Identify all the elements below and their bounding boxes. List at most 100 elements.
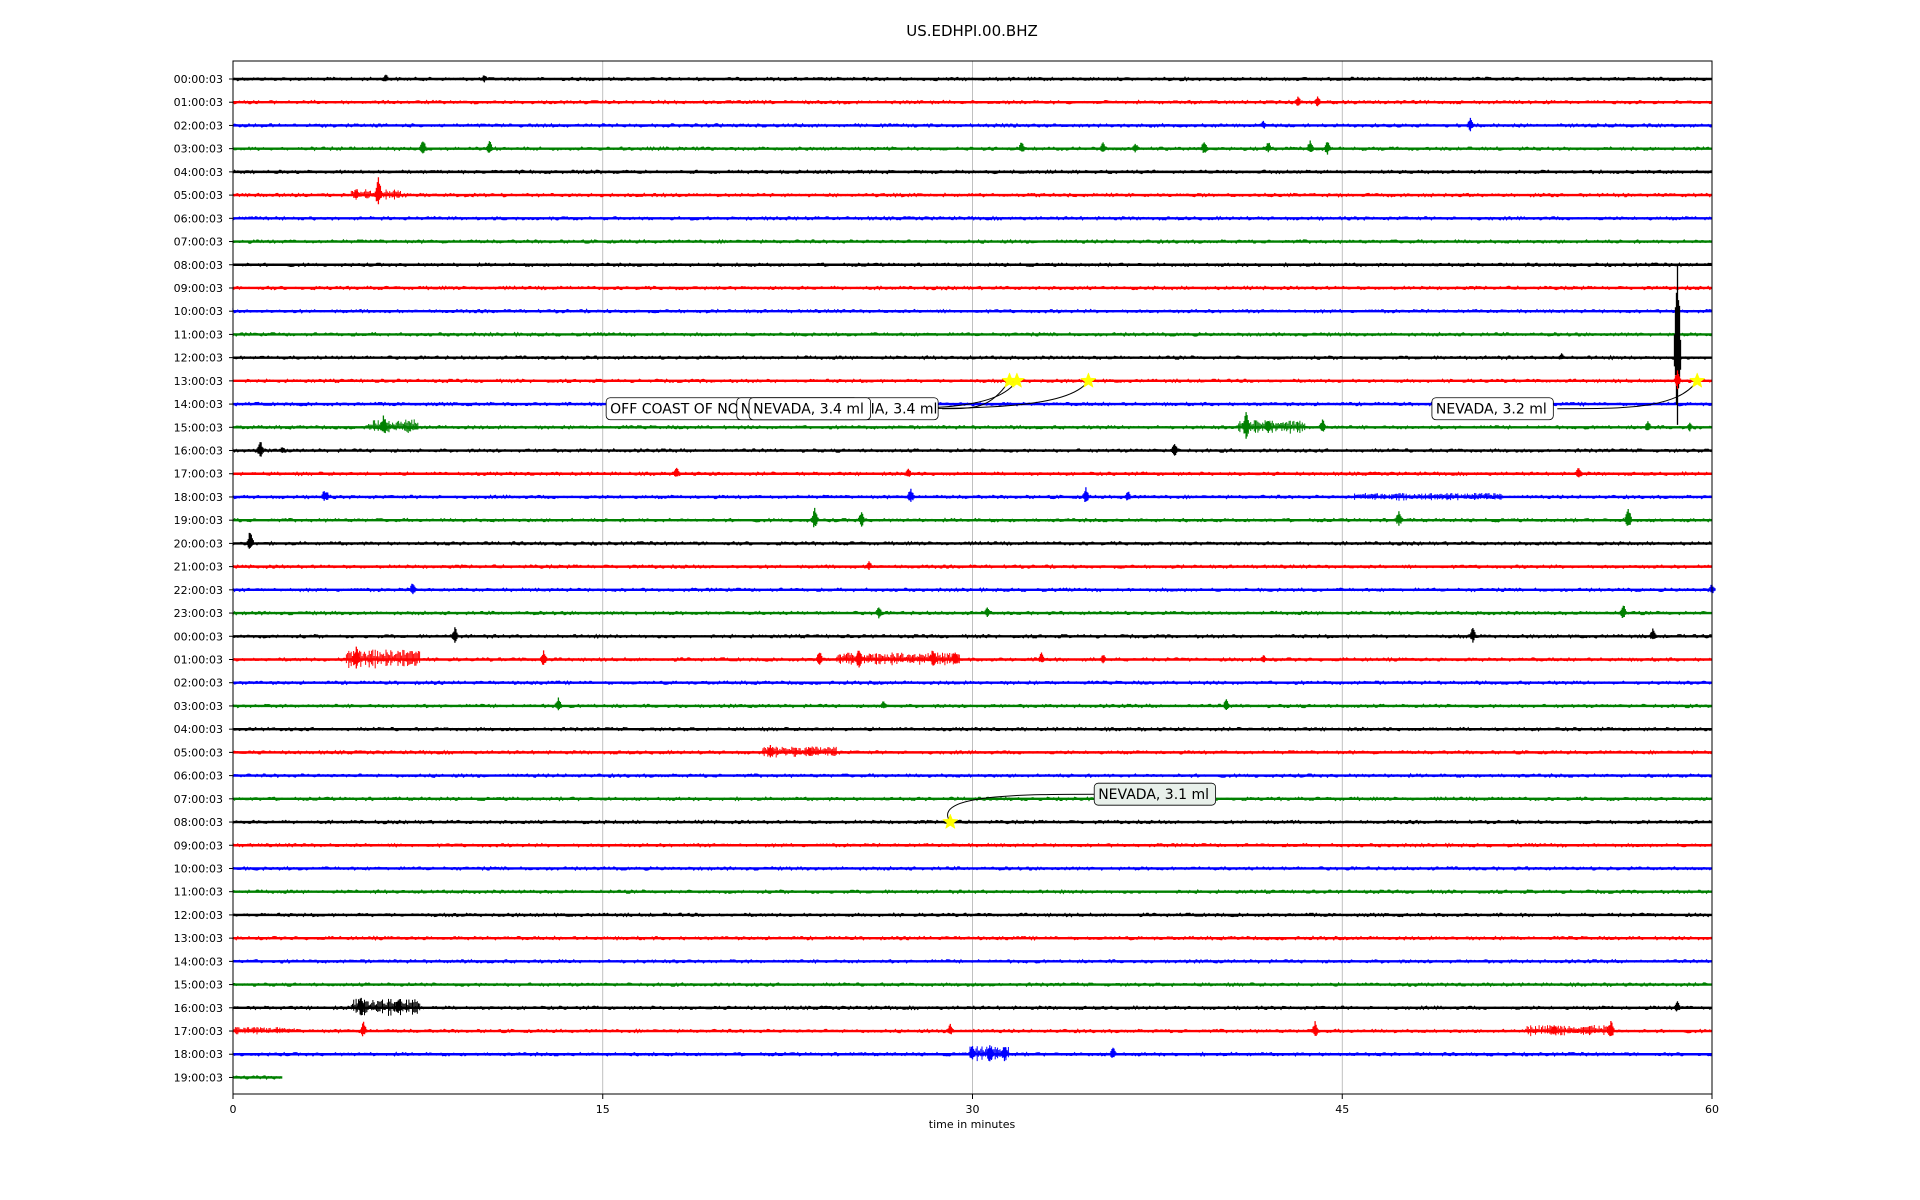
trace-spike [1607,1021,1615,1037]
trace-spike [1259,655,1268,663]
event-label-box [748,397,871,421]
trace-burst [836,652,960,666]
row-label: 13:00:03 [174,375,223,388]
trace-layer [232,74,1716,1081]
trace-spike [811,507,819,528]
trace-spike [352,190,360,198]
trace-spike [1649,628,1657,640]
trace-spike [485,141,494,153]
trace-spike [1037,652,1046,663]
trace-spike [1124,491,1132,501]
row-label: 08:00:03 [174,816,223,829]
trace-spike [986,1045,994,1062]
trace-spike [1673,1001,1682,1012]
event-star-marker [1008,372,1026,388]
trace-spike [379,415,388,433]
row-label: 01:00:03 [174,96,223,109]
trace-spike [1644,421,1652,431]
trace-spike [951,652,959,664]
row-label: 10:00:03 [174,305,223,318]
trace-spike [419,141,427,154]
row-label: 03:00:03 [174,143,223,156]
trace-spike [875,607,883,619]
row-label: 20:00:03 [174,537,223,550]
x-tick-label: 45 [1335,1103,1349,1116]
trace-spike [1264,421,1272,433]
row-label: 11:00:03 [174,886,223,899]
trace-spike [816,652,824,665]
row-label: 17:00:03 [174,1025,223,1038]
x-tick-label: 30 [966,1103,980,1116]
trace-spike [1131,143,1139,153]
row-label: 23:00:03 [174,607,223,620]
trace-spike [1323,142,1332,155]
trace-spike [1673,370,1682,390]
trace-spike [1550,1025,1558,1035]
trace-spike [673,467,681,477]
trace-spike [409,583,417,595]
row-label: 04:00:03 [174,723,223,736]
trace-spike [1686,422,1694,432]
trace-spike [855,650,863,668]
trace-spike [451,627,459,643]
event-annotations: OFF COAST OF NORTHERN CALIFORNIA, 3.4 ml… [605,372,1706,830]
x-tick-label: 15 [596,1103,610,1116]
row-label: 09:00:03 [174,282,223,295]
event-connector [1557,380,1698,410]
event-label-text: NEVADA, 3.4 ml [753,402,864,418]
row-label: 14:00:03 [174,955,223,968]
row-label: 09:00:03 [174,839,223,852]
trace-spike [880,701,888,709]
row-label: 19:00:03 [174,1071,223,1084]
event-connector [942,380,1010,410]
trace-spike [382,74,390,82]
row-label: 00:00:03 [174,73,223,86]
trace-spike [865,561,873,570]
trace-spike [1018,142,1026,152]
trace-spike [554,697,563,711]
row-label: 21:00:03 [174,561,223,574]
row-label: 19:00:03 [174,514,223,527]
event-connector [947,793,1099,823]
trace-spike [1294,96,1302,106]
trace-spike [1318,419,1327,432]
row-label: 06:00:03 [174,212,223,225]
trace-burst [1354,493,1503,501]
trace-spike [1170,444,1179,456]
row-label: 15:00:03 [174,421,223,434]
event-label-box [1093,782,1217,806]
row-label: 02:00:03 [174,119,223,132]
trace-spike [983,607,991,617]
trace-spike [929,650,937,666]
trace-spike [1222,699,1231,710]
trace-spike [766,745,775,758]
x-axis-ticks: 0 15 30 45 60 [230,1094,1719,1116]
row-label: 15:00:03 [174,979,223,992]
row-label: 05:00:03 [174,746,223,759]
trace-spike [1673,263,1682,425]
trace-spike [1395,511,1403,526]
trace-spike [1099,142,1107,152]
event-label-text: NEVADA, 3.2 ml [1436,402,1547,418]
row-label: 01:00:03 [174,654,223,667]
event-label-text: NEVADA, 3.1 ml [1098,787,1209,803]
trace-spike [1264,142,1272,153]
grid-lines [602,61,1343,1094]
trace-spike [1466,117,1475,132]
trace-spike [359,1021,368,1037]
row-label: 06:00:03 [174,770,223,783]
row-label: 10:00:03 [174,862,223,875]
trace-spike [357,997,365,1016]
trace-spike [1000,1047,1009,1062]
trace-spike [1311,1021,1319,1036]
event-label: NEVADA, 3.4 ml [748,397,871,421]
trace-spike [323,492,331,500]
chart-title: US.EDHPI.00.BHZ [906,22,1038,40]
event-star-marker [1080,372,1097,388]
event-label: NEVADA, 3.2 ml [1431,397,1554,421]
row-label: 05:00:03 [174,189,223,202]
trace-spike [1099,655,1107,664]
trace-spike [256,442,264,457]
row-label: 18:00:03 [174,1048,223,1061]
event-label: NEVADA, 3.1 ml [1093,782,1217,806]
